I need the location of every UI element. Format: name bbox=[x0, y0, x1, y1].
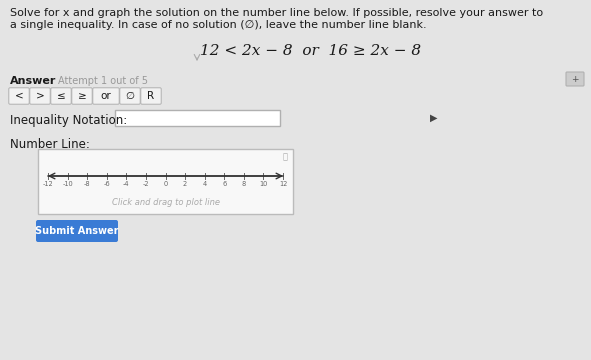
Text: 8: 8 bbox=[242, 181, 246, 187]
Text: ▶: ▶ bbox=[430, 113, 437, 123]
Text: Inequality Notation:: Inequality Notation: bbox=[10, 114, 127, 127]
Text: -10: -10 bbox=[62, 181, 73, 187]
Text: Submit Answer: Submit Answer bbox=[35, 226, 119, 236]
Text: Click and drag to plot line: Click and drag to plot line bbox=[112, 198, 219, 207]
Text: Solve for x and graph the solution on the number line below. If possible, resolv: Solve for x and graph the solution on th… bbox=[10, 8, 543, 18]
FancyBboxPatch shape bbox=[93, 88, 119, 104]
Text: 10: 10 bbox=[259, 181, 268, 187]
Text: 6: 6 bbox=[222, 181, 226, 187]
Text: -2: -2 bbox=[142, 181, 150, 187]
Text: >: > bbox=[35, 91, 44, 101]
Text: Attempt 1 out of 5: Attempt 1 out of 5 bbox=[58, 76, 148, 86]
Text: a single inequality. In case of no solution (∅), leave the number line blank.: a single inequality. In case of no solut… bbox=[10, 20, 427, 30]
FancyBboxPatch shape bbox=[38, 149, 293, 214]
FancyBboxPatch shape bbox=[30, 88, 50, 104]
FancyBboxPatch shape bbox=[51, 88, 71, 104]
FancyBboxPatch shape bbox=[9, 88, 29, 104]
Text: 4: 4 bbox=[203, 181, 207, 187]
Text: or: or bbox=[100, 91, 111, 101]
Text: ⦿: ⦿ bbox=[283, 152, 288, 161]
Text: Answer: Answer bbox=[10, 76, 56, 86]
Text: -8: -8 bbox=[84, 181, 90, 187]
Text: 12: 12 bbox=[279, 181, 287, 187]
FancyBboxPatch shape bbox=[141, 88, 161, 104]
FancyBboxPatch shape bbox=[120, 88, 140, 104]
FancyBboxPatch shape bbox=[115, 110, 280, 126]
Text: -6: -6 bbox=[103, 181, 110, 187]
Text: 2: 2 bbox=[183, 181, 187, 187]
Text: -12: -12 bbox=[43, 181, 53, 187]
Text: <: < bbox=[15, 91, 24, 101]
Text: ∅: ∅ bbox=[125, 91, 135, 101]
Text: R: R bbox=[147, 91, 155, 101]
Text: 12 < 2x − 8  or  16 ≥ 2x − 8: 12 < 2x − 8 or 16 ≥ 2x − 8 bbox=[200, 44, 421, 58]
Text: -4: -4 bbox=[123, 181, 129, 187]
Text: Number Line:: Number Line: bbox=[10, 138, 90, 151]
Text: ≤: ≤ bbox=[57, 91, 66, 101]
FancyBboxPatch shape bbox=[36, 220, 118, 242]
Text: ≥: ≥ bbox=[77, 91, 86, 101]
Text: +: + bbox=[571, 75, 579, 84]
FancyBboxPatch shape bbox=[72, 88, 92, 104]
Text: 0: 0 bbox=[163, 181, 168, 187]
FancyBboxPatch shape bbox=[566, 72, 584, 86]
